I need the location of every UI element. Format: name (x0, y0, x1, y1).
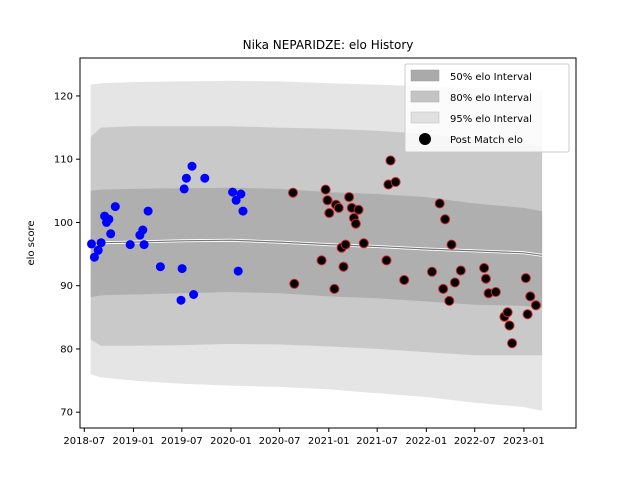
data-point-black (438, 283, 449, 294)
data-point-black (440, 214, 451, 225)
data-point-black (502, 307, 513, 318)
interval-band-50 (90, 187, 543, 308)
data-point-blue (87, 239, 96, 249)
legend-label-95: 95% elo Interval (450, 114, 532, 125)
y-axis-title: elo score (26, 220, 37, 265)
data-point-black (344, 192, 355, 203)
data-point-black (288, 187, 298, 198)
legend-box (404, 63, 570, 153)
data-points (87, 155, 541, 349)
data-point-black (449, 277, 460, 288)
data-point-black (385, 155, 396, 166)
data-point-black (525, 291, 536, 302)
plot-area (79, 57, 577, 429)
x-tick-label: 2018-07 (63, 436, 105, 447)
data-point-blue (238, 206, 248, 216)
data-point-blue (139, 240, 149, 250)
x-tick-label: 2022-01 (405, 436, 447, 447)
x-tick-label: 2020-01 (210, 436, 252, 447)
data-point-black (289, 278, 300, 289)
data-point-black (390, 177, 401, 187)
x-tick-label: 2021-01 (308, 436, 350, 447)
y-tick-label: 70 (60, 408, 73, 419)
x-tick-label: 2020-07 (259, 436, 301, 447)
data-point-black (522, 309, 533, 320)
x-tick-label: 2019-01 (113, 436, 155, 447)
data-point-blue (89, 252, 99, 262)
legend-swatch-95 (410, 111, 440, 124)
y-tick-label: 100 (54, 218, 73, 229)
data-point-blue (177, 264, 187, 274)
data-point-black (338, 261, 349, 272)
data-point-black (507, 338, 518, 349)
data-point-blue (110, 202, 120, 212)
data-point-black (480, 273, 491, 284)
data-point-blue (125, 240, 135, 250)
y-axis: 70 80 90 100 110 120 (54, 91, 80, 419)
data-point-blue (189, 290, 199, 299)
chart-title: Nika NEPARIDZE: elo History (243, 38, 414, 52)
data-point-blue (143, 206, 153, 216)
data-point-black (340, 239, 351, 250)
data-point-blue (231, 195, 241, 205)
legend-swatch-50 (410, 69, 440, 82)
data-point-black (504, 320, 515, 331)
data-point-blue (93, 245, 103, 255)
data-point-blue (106, 229, 116, 239)
data-point-blue (187, 161, 197, 171)
data-point-black (324, 208, 335, 218)
data-point-black (333, 202, 344, 213)
data-point-black (399, 275, 410, 285)
data-point-black (329, 283, 340, 294)
legend-marker-post-match (419, 133, 431, 145)
data-point-black (520, 273, 531, 284)
data-point-black (381, 255, 392, 266)
data-point-blue (155, 262, 165, 272)
data-point-black (455, 265, 466, 276)
data-point-black (350, 218, 361, 229)
y-tick-label: 90 (60, 281, 73, 292)
y-tick-label: 120 (54, 91, 73, 102)
data-point-blue (181, 173, 191, 183)
legend: 50% elo Interval 80% elo Interval 95% el… (404, 63, 570, 153)
x-tick-label: 2021-07 (356, 436, 398, 447)
data-point-black (446, 239, 457, 250)
x-tick-label: 2019-07 (161, 436, 203, 447)
data-point-blue (236, 189, 246, 199)
legend-label-post-match: Post Match elo (450, 135, 523, 146)
data-point-blue (96, 238, 106, 248)
data-point-black (316, 255, 327, 266)
y-tick-label: 110 (54, 155, 73, 166)
data-point-black (444, 295, 455, 306)
data-point-black (427, 266, 437, 277)
data-point-blue (228, 187, 238, 197)
x-tick-label: 2023-01 (503, 436, 545, 447)
legend-swatch-80 (410, 90, 440, 103)
data-point-black (530, 300, 541, 311)
legend-label-50: 50% elo Interval (450, 72, 532, 83)
data-point-black (434, 198, 445, 209)
data-point-blue (176, 295, 186, 305)
data-point-black (490, 287, 501, 297)
data-point-blue (104, 214, 114, 224)
data-point-blue (179, 184, 189, 194)
y-tick-label: 80 (60, 344, 73, 355)
legend-label-80: 80% elo Interval (450, 93, 532, 104)
data-point-blue (233, 266, 243, 276)
data-point-black (353, 204, 364, 215)
data-point-blue (200, 173, 210, 183)
data-point-black (358, 238, 369, 249)
data-point-blue (138, 225, 148, 235)
x-tick-label: 2022-07 (454, 436, 496, 447)
plot-frame (79, 57, 577, 429)
data-point-black (479, 263, 490, 273)
x-axis: 2018-07 2019-01 2019-07 2020-01 2020-07 2021-… (63, 428, 545, 447)
data-point-black (322, 195, 333, 206)
data-point-black (320, 184, 331, 195)
